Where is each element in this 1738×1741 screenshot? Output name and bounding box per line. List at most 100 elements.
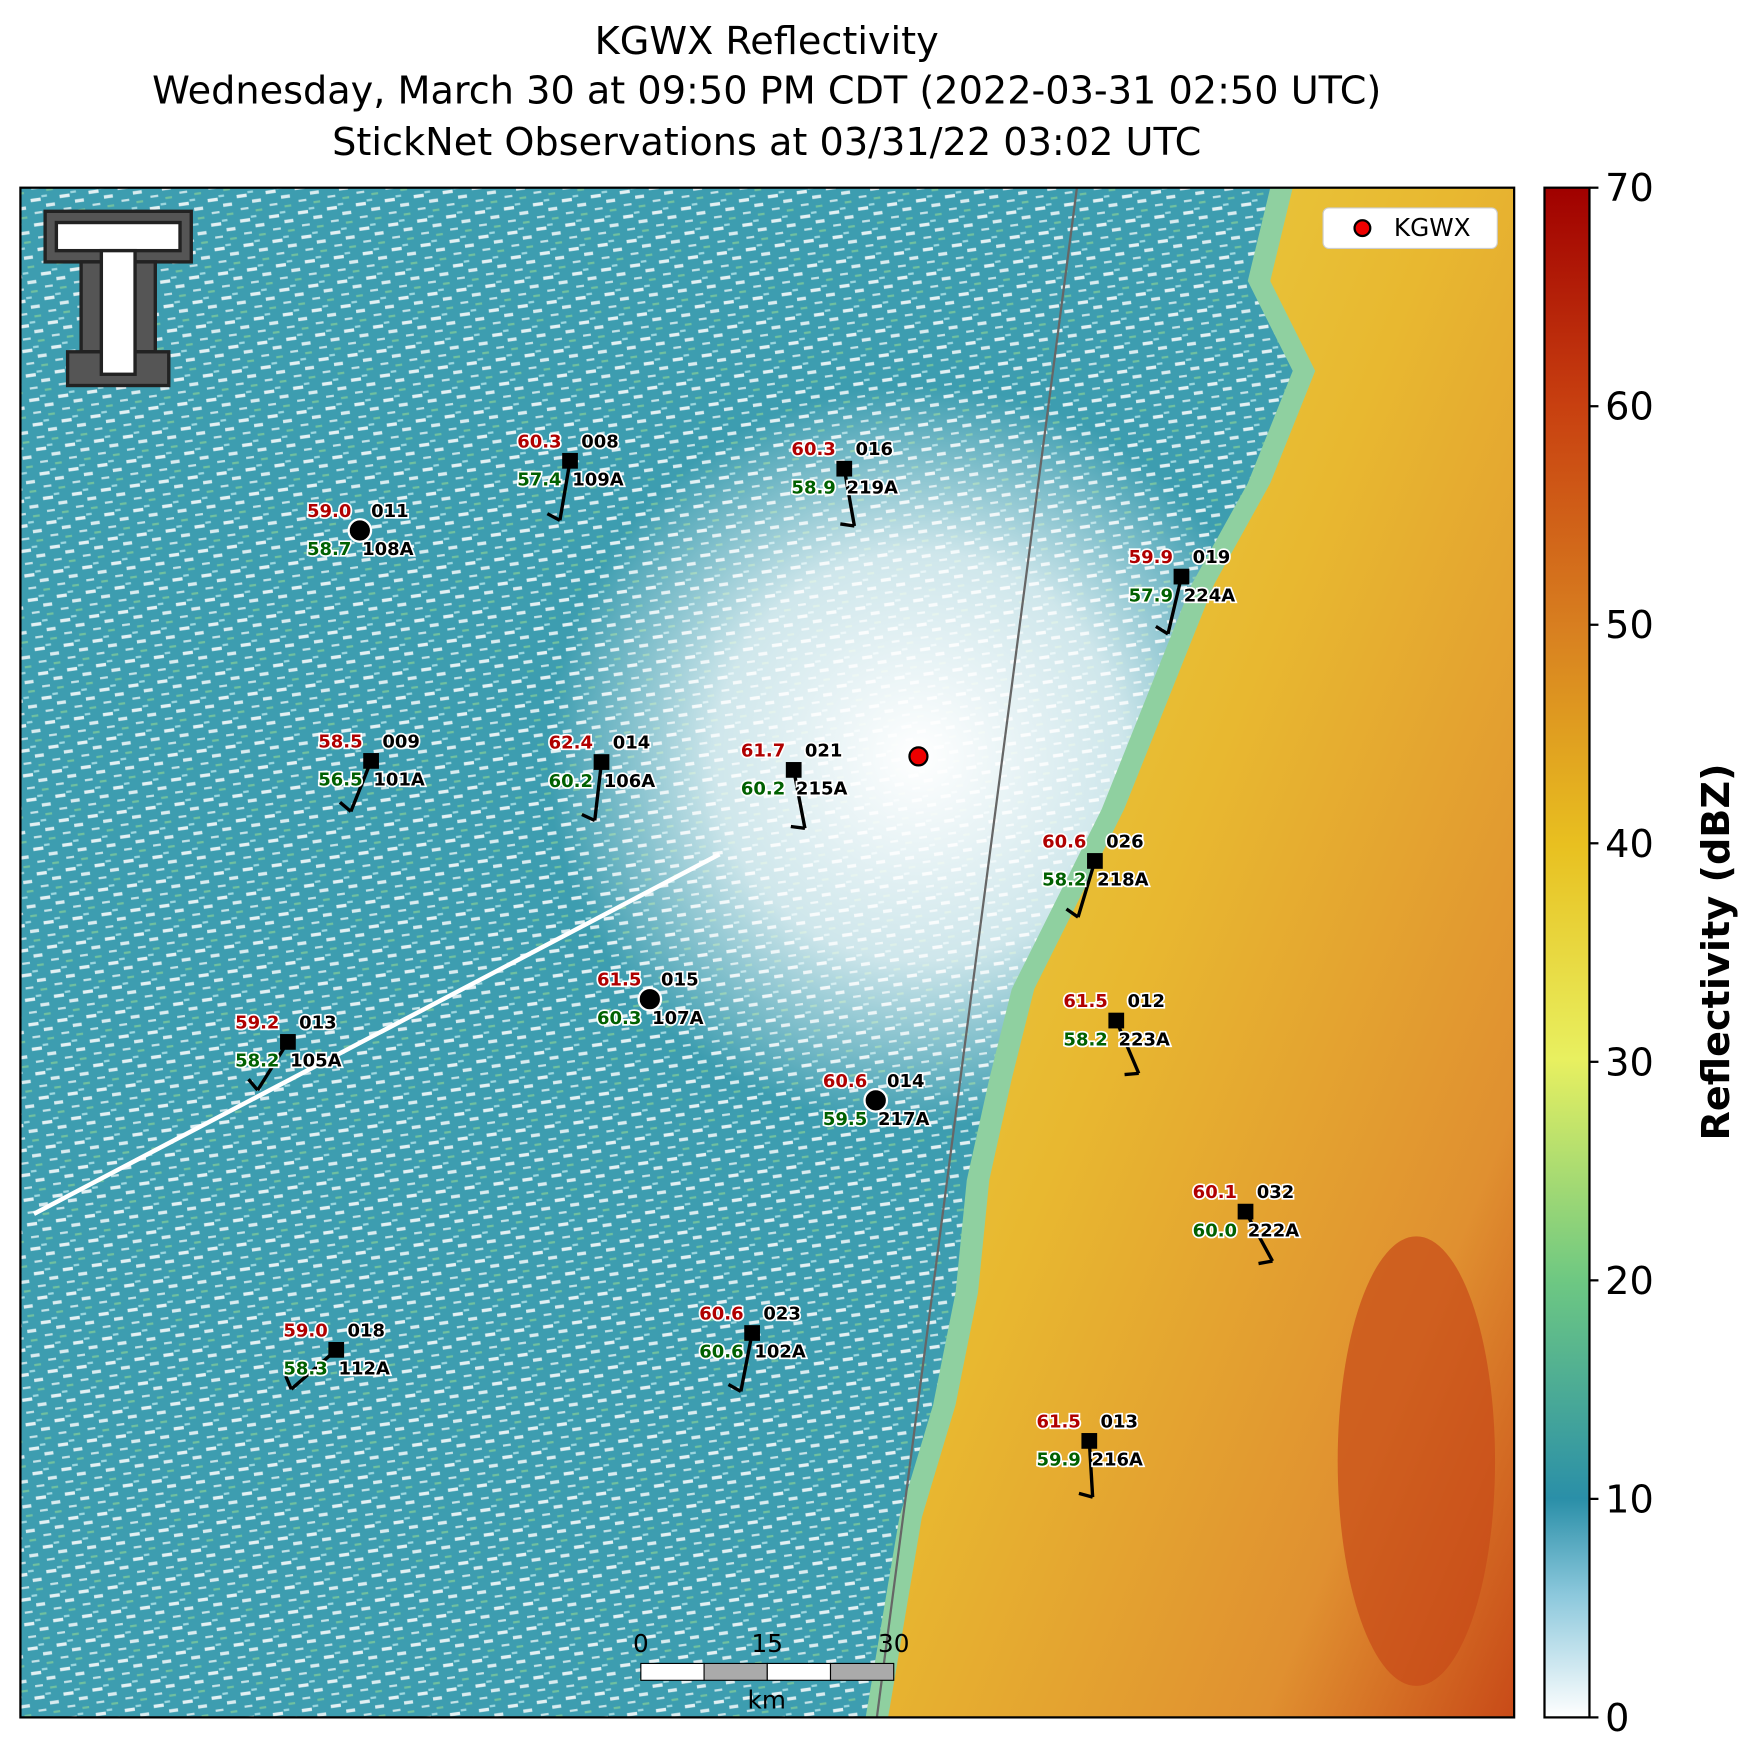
wind-staff xyxy=(739,1332,754,1392)
station-id: 015 xyxy=(661,970,699,991)
station-label: 108A xyxy=(362,539,414,560)
station-label: 105A xyxy=(290,1051,342,1072)
colorbar-tick-label: 10 xyxy=(1605,1478,1654,1522)
radial-artifact xyxy=(32,852,721,1216)
station-marker xyxy=(347,518,373,543)
temperature: 60.6 xyxy=(699,1304,743,1325)
station-label: 101A xyxy=(373,770,425,791)
station-id: 019 xyxy=(1193,547,1231,568)
scale-segment xyxy=(829,1662,895,1681)
station-id: 011 xyxy=(371,501,409,522)
station-label: 112A xyxy=(338,1359,390,1380)
station-label: 224A xyxy=(1184,585,1236,606)
wind-staff xyxy=(1166,576,1184,635)
wind-barb xyxy=(247,1078,259,1092)
station-id: 014 xyxy=(887,1071,925,1092)
temperature: 61.5 xyxy=(1036,1411,1080,1432)
station-marker xyxy=(744,1325,760,1341)
temperature: 60.3 xyxy=(791,439,835,460)
legend: KGWX xyxy=(1322,207,1498,249)
station-id: 013 xyxy=(1101,1411,1139,1432)
subtitle: StickNet Observations at 03/31/22 03:02 … xyxy=(332,121,1201,165)
legend-label: KGWX xyxy=(1394,213,1471,242)
dewpoint: 59.9 xyxy=(1036,1450,1080,1471)
station-id: 023 xyxy=(763,1304,801,1325)
wind-barb xyxy=(1078,1491,1094,1499)
temperature: 59.2 xyxy=(235,1012,279,1033)
scale-unit: km xyxy=(748,1685,786,1714)
station-label: 102A xyxy=(754,1342,806,1363)
colorbar-tick-label: 50 xyxy=(1605,604,1654,648)
wind-staff xyxy=(1087,1440,1095,1498)
heavy-cell xyxy=(1337,1236,1496,1686)
colorbar-tick-label: 60 xyxy=(1605,386,1654,430)
station-id: 026 xyxy=(1106,831,1144,852)
colorbar xyxy=(1543,186,1591,1719)
station-id: 013 xyxy=(299,1012,337,1033)
temperature: 60.6 xyxy=(823,1071,867,1092)
station-label: 218A xyxy=(1097,870,1149,891)
scale-tick-label: 15 xyxy=(752,1629,783,1658)
dewpoint: 58.7 xyxy=(307,539,351,560)
station-label: 109A xyxy=(572,470,624,491)
station-label: 222A xyxy=(1248,1220,1300,1241)
dewpoint: 57.4 xyxy=(517,470,561,491)
scale-tick-label: 30 xyxy=(878,1629,909,1658)
scale-segment xyxy=(640,1662,705,1681)
station-marker xyxy=(785,762,802,778)
legend-box xyxy=(1322,207,1498,249)
station-marker xyxy=(1108,1012,1125,1029)
station-marker xyxy=(1237,1203,1254,1220)
dewpoint: 58.2 xyxy=(235,1051,279,1072)
dewpoint: 59.5 xyxy=(823,1109,867,1130)
logo xyxy=(43,209,193,388)
wind-barb xyxy=(790,824,806,831)
colorbar-tick-label: 0 xyxy=(1605,1697,1629,1741)
station-id: 014 xyxy=(613,733,651,754)
wind-staff xyxy=(558,460,572,521)
dewpoint: 58.2 xyxy=(1063,1029,1107,1050)
temperature: 59.0 xyxy=(283,1320,327,1341)
station-label: 215A xyxy=(796,779,848,800)
temperature: 62.4 xyxy=(549,733,593,754)
scale-segment xyxy=(766,1662,832,1681)
wind-staff xyxy=(792,769,807,829)
legend-marker xyxy=(1353,219,1372,238)
temperature: 60.1 xyxy=(1193,1182,1237,1203)
dewpoint: 56.5 xyxy=(318,770,362,791)
wind-staff xyxy=(1114,1019,1141,1075)
temperature: 61.7 xyxy=(741,740,785,761)
scale-segment xyxy=(703,1662,768,1681)
station-id: 021 xyxy=(805,740,843,761)
wind-barb xyxy=(581,812,596,823)
station-id: 008 xyxy=(581,431,619,452)
wind-staff xyxy=(593,761,604,821)
wind-staff xyxy=(256,1041,290,1092)
station-label: 217A xyxy=(878,1109,930,1130)
wind-barb xyxy=(338,801,352,813)
station-id: 016 xyxy=(856,439,894,460)
wind-barb xyxy=(727,1383,742,1393)
wind-barb xyxy=(546,512,561,522)
wind-barb xyxy=(284,1375,293,1390)
station-label: 107A xyxy=(652,1008,704,1029)
wind-barb xyxy=(1065,907,1080,919)
temperature: 61.5 xyxy=(597,970,641,991)
station-id: 032 xyxy=(1257,1182,1295,1203)
temperature: 61.5 xyxy=(1063,991,1107,1012)
station-label: 106A xyxy=(604,771,656,792)
station-marker xyxy=(328,1341,345,1358)
temperature: 58.5 xyxy=(318,731,362,752)
map-frame xyxy=(19,186,1516,1719)
subtitle: Wednesday, March 30 at 09:50 PM CDT (202… xyxy=(152,69,1381,113)
station-id: 009 xyxy=(382,731,420,752)
radar-site xyxy=(908,746,929,767)
boundary-line xyxy=(875,187,1079,1718)
wind-staff xyxy=(1244,1210,1274,1262)
station-marker xyxy=(863,1087,889,1113)
temperature: 60.6 xyxy=(1042,831,1086,852)
station-marker xyxy=(836,460,853,477)
wind-barb xyxy=(1124,1071,1139,1077)
dewpoint: 60.3 xyxy=(597,1008,641,1029)
